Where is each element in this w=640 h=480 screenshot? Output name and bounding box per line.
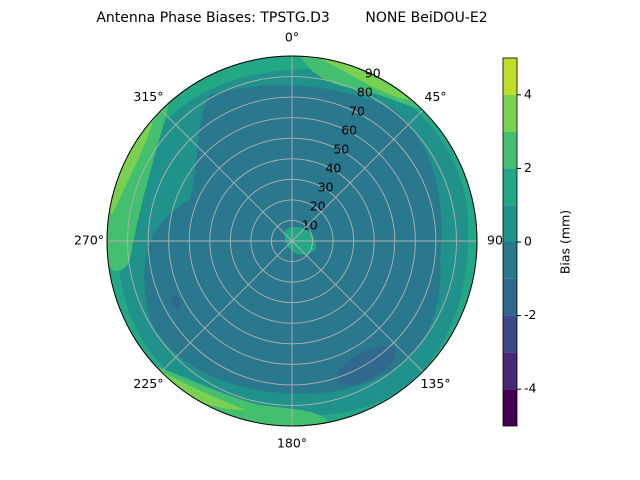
colorbar-band bbox=[503, 94, 517, 132]
grid-spoke bbox=[160, 240, 293, 373]
r-tick-label: 10 bbox=[302, 218, 318, 233]
contour-region bbox=[320, 58, 410, 100]
grid-spoke bbox=[160, 109, 293, 242]
colorbar-band bbox=[503, 205, 517, 242]
r-tick-label: 80 bbox=[357, 85, 373, 100]
theta-tick-label: 270° bbox=[74, 233, 104, 248]
grid-spoke bbox=[291, 240, 424, 373]
colorbar-band bbox=[503, 352, 517, 390]
r-tick-label: 70 bbox=[349, 104, 365, 119]
r-tick-label: 40 bbox=[325, 161, 341, 176]
colorbar-band bbox=[503, 315, 517, 353]
contour-region bbox=[336, 345, 396, 385]
r-tick-label: 60 bbox=[341, 123, 357, 138]
r-tick-label: 30 bbox=[318, 180, 334, 195]
theta-tick-label: 45° bbox=[424, 89, 446, 104]
colorbar-band bbox=[503, 131, 517, 169]
colorbar-tick-label: -4 bbox=[524, 381, 537, 396]
colorbar-label: Bias (mm) bbox=[558, 210, 573, 274]
contour-region bbox=[107, 115, 155, 215]
plot-border bbox=[106, 55, 478, 427]
theta-tick-label: 225° bbox=[133, 376, 163, 391]
axes: 1020304050607080900°45°90135°180°225°270… bbox=[74, 30, 537, 451]
r-tick-label: 90 bbox=[365, 66, 381, 81]
colorbar-tick-label: 2 bbox=[524, 160, 532, 175]
colorbar-tick-label: 4 bbox=[524, 86, 532, 101]
theta-tick-label: 135° bbox=[420, 376, 450, 391]
theta-tick-label: 0° bbox=[285, 30, 299, 45]
colorbar-band bbox=[503, 242, 517, 279]
chart-title: Antenna Phase Biases: TPSTG.D3 NONE BeiD… bbox=[96, 10, 487, 26]
colorbar-band bbox=[503, 278, 517, 316]
colorbar-band bbox=[503, 168, 517, 206]
r-tick-label: 20 bbox=[310, 199, 326, 214]
r-tick-label: 50 bbox=[333, 142, 349, 157]
colorbar-band bbox=[503, 389, 517, 426]
colorbar-tick-label: -2 bbox=[524, 307, 536, 322]
theta-tick-label: 180° bbox=[277, 436, 307, 451]
theta-tick-label: 90 bbox=[487, 233, 503, 248]
theta-tick-label: 315° bbox=[133, 89, 163, 104]
colorbar-band bbox=[503, 58, 517, 95]
colorbar-tick-label: 0 bbox=[524, 234, 532, 249]
grid-spoke bbox=[291, 109, 424, 242]
contour-region bbox=[107, 100, 170, 271]
contour-region bbox=[171, 294, 181, 311]
